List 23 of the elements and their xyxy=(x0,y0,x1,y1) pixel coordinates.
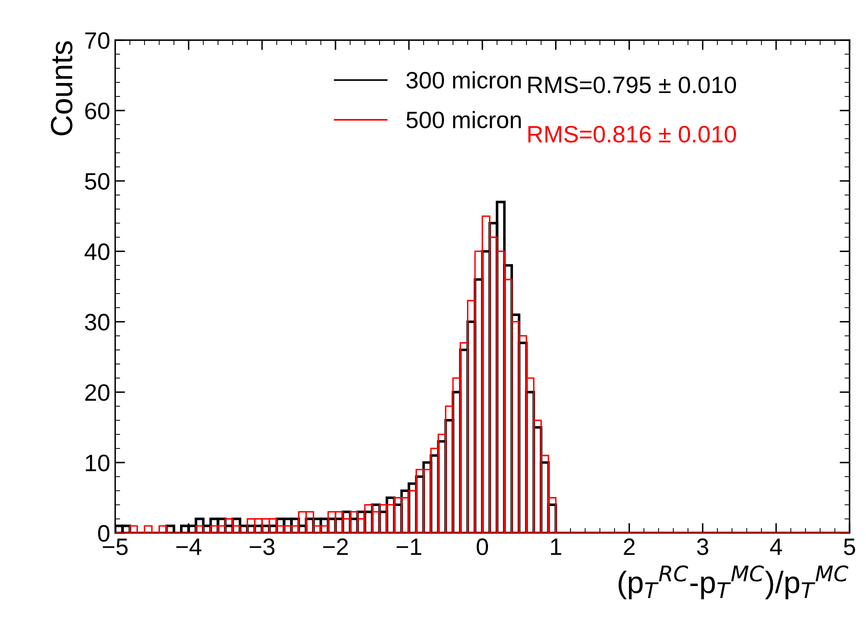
x-tick-label: −1 xyxy=(396,538,422,555)
x-tick-label: −2 xyxy=(323,538,348,555)
y-tick-label: 70 xyxy=(85,32,110,49)
x-tick-label: 4 xyxy=(770,538,782,555)
y-tick-label: 20 xyxy=(85,384,110,401)
y-tick-label: 40 xyxy=(84,243,110,260)
annotation: RMS=0.816 ± 0.010 xyxy=(528,126,736,143)
y-tick-label: 60 xyxy=(85,102,110,120)
y-tick-label: 30 xyxy=(84,314,110,331)
legend-label: 300 micron xyxy=(406,71,521,89)
legend-label: 500 micron xyxy=(406,110,521,128)
y-axis-title: Counts xyxy=(50,41,72,136)
x-tick-label: −4 xyxy=(176,538,202,555)
text: (p$_{T}$$^{RC}$-p$_{T}$$^{MC}$)/p$_{T}$$^{MC}$ xyxy=(618,565,848,600)
x-tick-label: 2 xyxy=(624,538,635,555)
x-tick-label: 1 xyxy=(551,538,562,555)
x-tick-label: 3 xyxy=(697,538,708,556)
x-tick-label: 5 xyxy=(844,538,856,556)
x-tick-label: 0 xyxy=(476,538,488,556)
y-tick-label: 50 xyxy=(85,173,110,190)
x-tick-label: −3 xyxy=(250,538,274,556)
y-tick-label: 10 xyxy=(86,454,110,472)
annotation: RMS=0.795 ± 0.010 xyxy=(528,76,736,94)
